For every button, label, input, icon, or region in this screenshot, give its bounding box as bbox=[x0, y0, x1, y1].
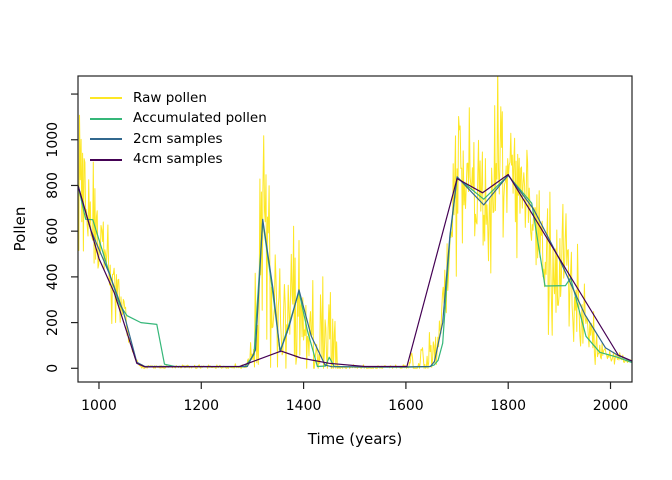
y-axis-title: Pollen bbox=[11, 206, 29, 252]
legend-label-accumulated-pollen: Accumulated pollen bbox=[133, 110, 267, 126]
plot-border bbox=[77, 75, 633, 383]
legend-item-accumulated-pollen: Accumulated pollen bbox=[90, 109, 267, 130]
x-tick-label: 1400 bbox=[286, 398, 322, 414]
accumulated-pollen-line bbox=[78, 175, 632, 368]
x-tick-label: 1800 bbox=[490, 398, 526, 414]
legend-line-swatch-raw-pollen bbox=[90, 97, 122, 100]
legend-item-2cm-samples: 2cm samples bbox=[90, 129, 267, 150]
legend-label-raw-pollen: Raw pollen bbox=[133, 89, 207, 106]
legend-label-4cm-samples: 4cm samples bbox=[133, 151, 223, 167]
legend-label-2cm-samples: 2cm samples bbox=[133, 130, 223, 147]
y-tick-label: 0 bbox=[45, 364, 61, 373]
y-tick-label: 1000 bbox=[45, 122, 61, 158]
legend-line-swatch-accumulated-pollen bbox=[90, 117, 122, 120]
x-tick-label: 1600 bbox=[388, 398, 424, 414]
x-tick-label: 2000 bbox=[593, 398, 629, 414]
legend-item-4cm-samples: 4cm samples bbox=[90, 150, 267, 171]
4cm-samples-line bbox=[78, 173, 632, 368]
plot-area bbox=[78, 76, 632, 369]
legend-line-swatch-4cm-samples bbox=[90, 158, 122, 161]
y-tick-label: 400 bbox=[45, 264, 61, 291]
y-tick-label: 600 bbox=[45, 218, 61, 245]
legend-item-raw-pollen: Raw pollen bbox=[90, 88, 267, 109]
chart-legend: Raw pollen Accumulated pollen 2cm sample… bbox=[90, 88, 267, 170]
y-tick-label: 200 bbox=[45, 309, 61, 336]
x-tick-label: 1200 bbox=[183, 398, 219, 414]
x-axis-title: Time (years) bbox=[307, 430, 403, 448]
x-tick-label: 1000 bbox=[81, 398, 117, 414]
y-tick-label: 800 bbox=[45, 172, 61, 199]
legend-line-swatch-2cm-samples bbox=[90, 138, 122, 141]
